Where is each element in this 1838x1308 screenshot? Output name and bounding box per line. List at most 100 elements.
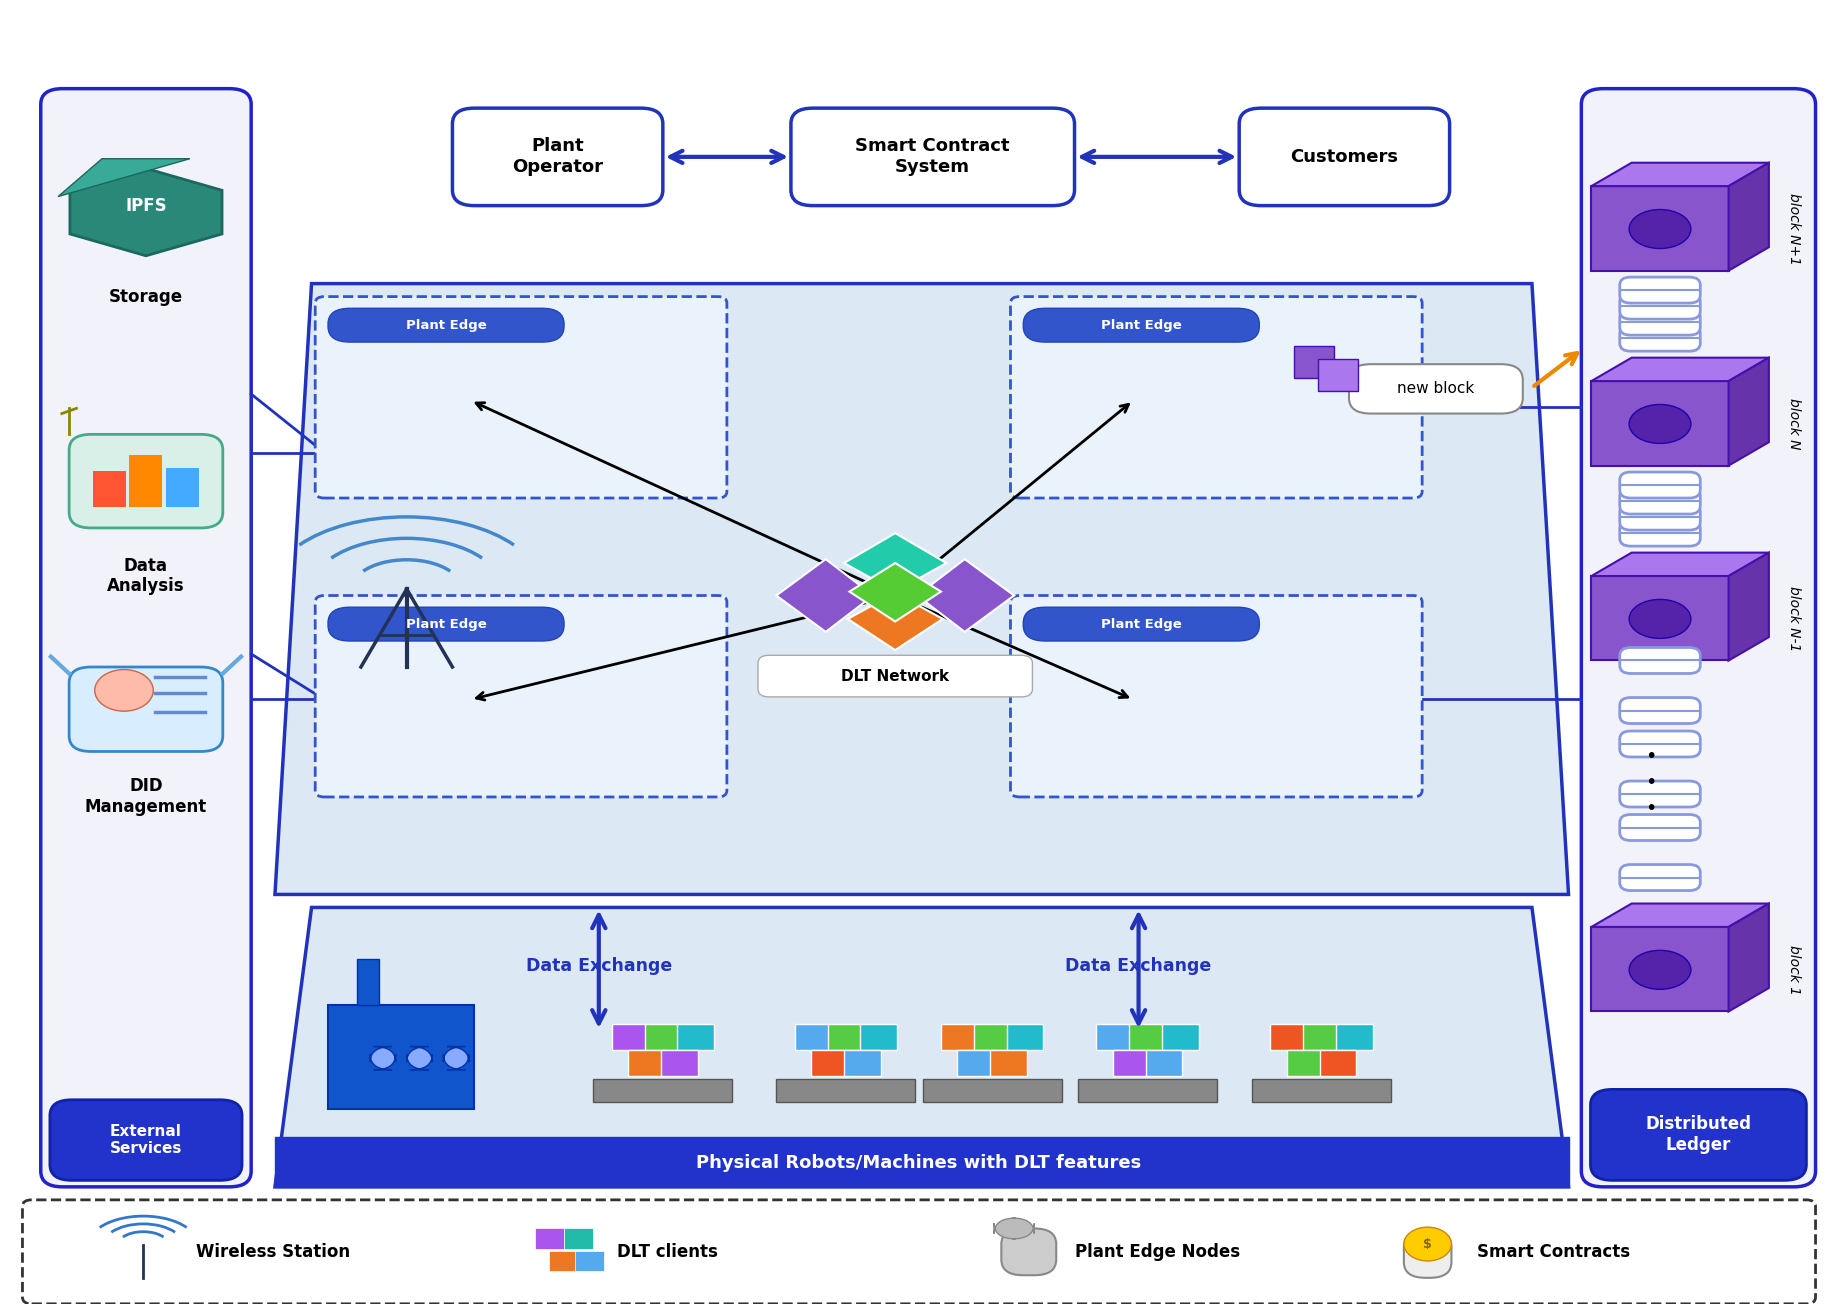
FancyBboxPatch shape [1619, 865, 1700, 891]
Text: Plant Edge: Plant Edge [1101, 617, 1182, 630]
Bar [794, 1024, 831, 1050]
Bar [776, 1079, 915, 1103]
FancyBboxPatch shape [1404, 1231, 1452, 1278]
Text: Storage: Storage [108, 288, 184, 306]
Polygon shape [1592, 576, 1728, 661]
Polygon shape [1592, 904, 1768, 927]
Text: block N+1: block N+1 [1787, 194, 1801, 266]
Text: •: • [1645, 773, 1656, 791]
Polygon shape [1592, 552, 1768, 576]
Bar [1079, 1079, 1217, 1103]
Bar [1320, 1050, 1356, 1076]
FancyBboxPatch shape [1024, 607, 1259, 641]
FancyBboxPatch shape [1619, 521, 1700, 547]
Polygon shape [849, 562, 941, 621]
FancyBboxPatch shape [40, 89, 252, 1186]
Bar [678, 1024, 715, 1050]
Polygon shape [276, 908, 1568, 1186]
Polygon shape [1592, 381, 1728, 466]
Bar [1162, 1024, 1198, 1050]
FancyBboxPatch shape [1619, 309, 1700, 335]
Bar [1097, 1024, 1132, 1050]
FancyBboxPatch shape [1619, 504, 1700, 530]
Bar [991, 1050, 1027, 1076]
FancyBboxPatch shape [1011, 297, 1423, 498]
Polygon shape [1592, 162, 1768, 186]
Bar [550, 1250, 579, 1271]
Bar [165, 468, 199, 508]
FancyBboxPatch shape [1619, 647, 1700, 674]
Bar [1252, 1079, 1391, 1103]
Polygon shape [276, 284, 1568, 895]
FancyBboxPatch shape [1002, 1228, 1057, 1275]
Bar [923, 1079, 1062, 1103]
FancyBboxPatch shape [443, 1046, 469, 1070]
Polygon shape [357, 960, 379, 1005]
Bar [1303, 1024, 1340, 1050]
Text: DLT Network: DLT Network [842, 668, 948, 684]
Text: Plant
Operator: Plant Operator [513, 137, 603, 177]
Text: •: • [1645, 747, 1656, 765]
Polygon shape [59, 158, 189, 196]
Bar [129, 455, 162, 508]
Polygon shape [844, 534, 947, 591]
Text: block N: block N [1787, 398, 1801, 450]
Bar [575, 1250, 605, 1271]
Polygon shape [917, 559, 1015, 632]
Bar [662, 1050, 698, 1076]
FancyBboxPatch shape [790, 109, 1075, 205]
Circle shape [96, 670, 153, 712]
Bar [1145, 1050, 1182, 1076]
Polygon shape [1728, 162, 1768, 271]
Bar [629, 1050, 665, 1076]
FancyBboxPatch shape [50, 1100, 243, 1180]
Text: block N-1: block N-1 [1787, 586, 1801, 651]
Bar [1294, 347, 1334, 378]
Text: Customers: Customers [1290, 148, 1399, 166]
Text: Plant Edge Nodes: Plant Edge Nodes [1075, 1243, 1239, 1261]
Polygon shape [1592, 186, 1728, 271]
Bar [827, 1024, 864, 1050]
Text: Data Exchange: Data Exchange [526, 957, 673, 974]
FancyBboxPatch shape [70, 434, 222, 528]
Polygon shape [1728, 904, 1768, 1011]
Text: Smart Contract
System: Smart Contract System [855, 137, 1009, 177]
Text: Distributed
Ledger: Distributed Ledger [1645, 1116, 1752, 1154]
Text: Data
Analysis: Data Analysis [107, 556, 186, 595]
FancyBboxPatch shape [1590, 1090, 1807, 1180]
FancyBboxPatch shape [327, 607, 564, 641]
FancyBboxPatch shape [1619, 472, 1700, 498]
FancyBboxPatch shape [1619, 488, 1700, 514]
Text: Plant Edge: Plant Edge [406, 319, 487, 332]
FancyBboxPatch shape [369, 1046, 395, 1070]
Polygon shape [276, 1138, 1568, 1186]
FancyBboxPatch shape [1619, 293, 1700, 319]
Text: DID
Management: DID Management [85, 777, 208, 816]
Bar [958, 1050, 994, 1076]
FancyBboxPatch shape [1239, 109, 1450, 205]
Bar [594, 1079, 732, 1103]
Polygon shape [1592, 357, 1768, 381]
FancyBboxPatch shape [1581, 89, 1816, 1186]
Text: DLT clients: DLT clients [618, 1243, 719, 1261]
Circle shape [1404, 1227, 1452, 1261]
Bar [811, 1050, 847, 1076]
Ellipse shape [1628, 951, 1691, 989]
Polygon shape [1728, 357, 1768, 466]
Bar [1318, 358, 1358, 391]
Polygon shape [1592, 927, 1728, 1011]
Bar [564, 1228, 594, 1249]
Bar [535, 1228, 564, 1249]
Polygon shape [70, 169, 222, 256]
FancyBboxPatch shape [1024, 309, 1259, 343]
FancyBboxPatch shape [1349, 364, 1524, 413]
FancyBboxPatch shape [757, 655, 1033, 697]
Ellipse shape [1628, 404, 1691, 443]
FancyBboxPatch shape [1619, 326, 1700, 351]
FancyBboxPatch shape [1011, 595, 1423, 797]
FancyBboxPatch shape [70, 667, 222, 752]
FancyBboxPatch shape [1619, 697, 1700, 723]
FancyBboxPatch shape [22, 1199, 1816, 1304]
Bar [94, 471, 125, 508]
FancyBboxPatch shape [1619, 815, 1700, 841]
